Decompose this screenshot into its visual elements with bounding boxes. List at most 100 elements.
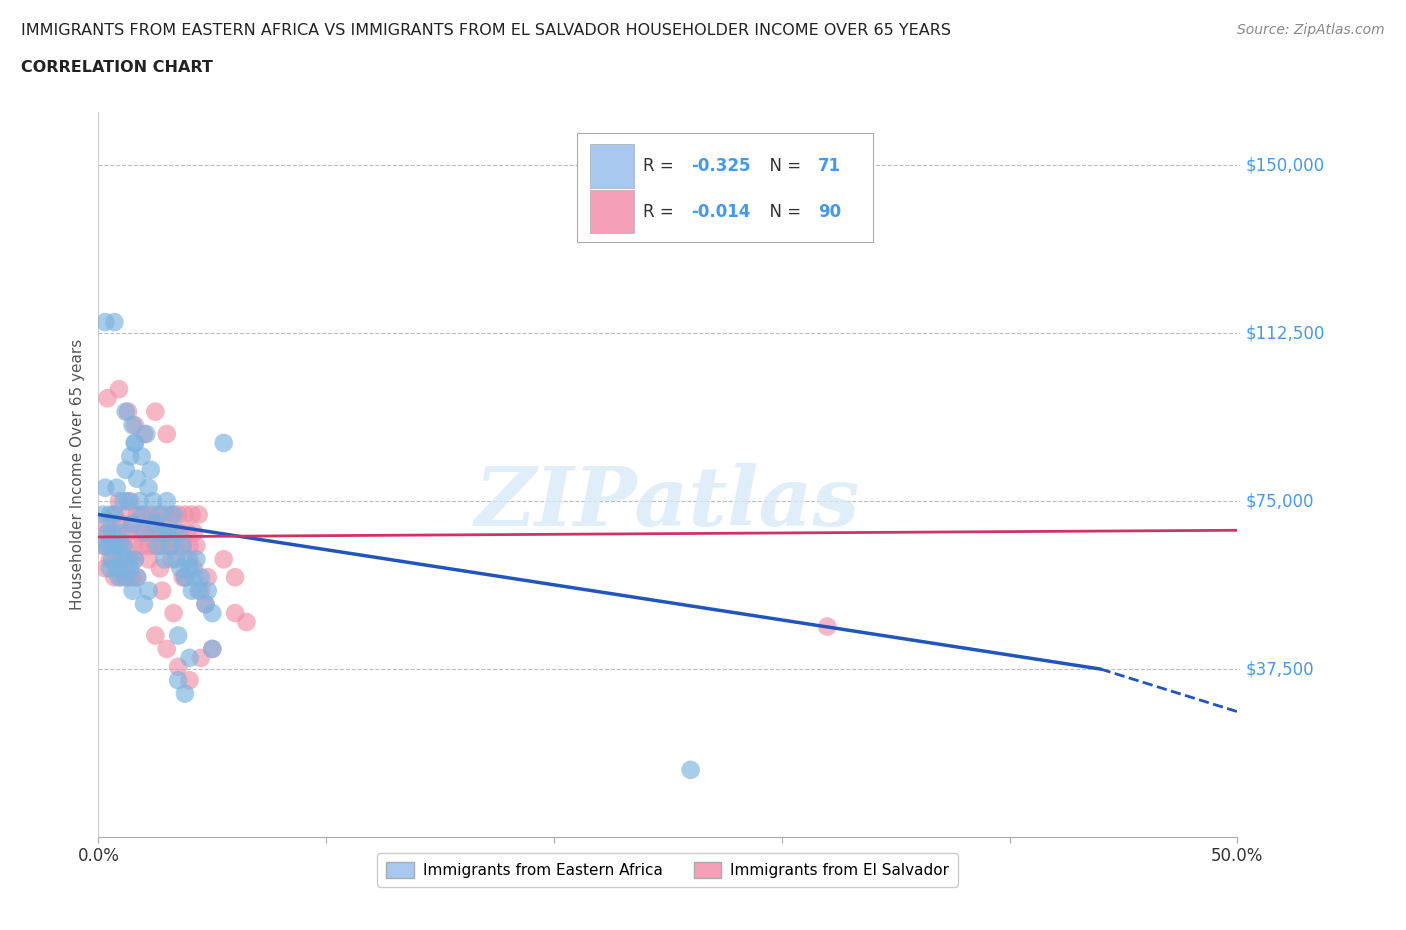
Point — [157, 525, 180, 540]
Point — [156, 525, 179, 540]
Point — [142, 494, 165, 509]
FancyBboxPatch shape — [591, 190, 634, 233]
Point — [815, 619, 838, 634]
Point — [150, 525, 173, 540]
Point — [124, 551, 146, 566]
Point — [117, 405, 139, 419]
Point — [174, 570, 197, 585]
Point — [183, 570, 205, 585]
Point — [183, 525, 205, 540]
Point — [132, 427, 155, 442]
Text: R =: R = — [643, 203, 679, 220]
Text: $112,500: $112,500 — [1246, 325, 1324, 342]
Point — [156, 494, 179, 509]
Point — [167, 507, 190, 522]
Point — [121, 516, 143, 531]
Point — [162, 507, 184, 522]
Point — [94, 516, 117, 531]
Point — [105, 551, 128, 566]
Point — [150, 538, 173, 553]
Point — [138, 551, 160, 566]
Text: N =: N = — [759, 157, 806, 175]
Point — [103, 507, 125, 522]
Point — [176, 525, 198, 540]
Point — [172, 538, 194, 553]
Text: CORRELATION CHART: CORRELATION CHART — [21, 60, 212, 75]
Legend: Immigrants from Eastern Africa, Immigrants from El Salvador: Immigrants from Eastern Africa, Immigran… — [377, 853, 959, 887]
Point — [110, 551, 132, 566]
Point — [156, 642, 179, 657]
Point — [112, 551, 135, 566]
Point — [121, 570, 143, 585]
Text: N =: N = — [759, 203, 806, 220]
Point — [98, 538, 121, 553]
Text: 71: 71 — [818, 157, 841, 175]
Point — [132, 507, 155, 522]
Text: -0.325: -0.325 — [690, 157, 751, 175]
Point — [127, 570, 149, 585]
FancyBboxPatch shape — [576, 133, 873, 242]
Point — [101, 551, 124, 566]
Point — [96, 525, 118, 540]
Text: -0.014: -0.014 — [690, 203, 749, 220]
Point — [105, 561, 128, 576]
Point — [114, 507, 136, 522]
Point — [128, 525, 150, 540]
Point — [139, 507, 162, 522]
Point — [98, 561, 121, 576]
Point — [162, 605, 184, 620]
Point — [124, 435, 146, 450]
Point — [132, 525, 155, 540]
Point — [160, 551, 183, 566]
Point — [150, 583, 173, 598]
Point — [172, 538, 194, 553]
Point — [114, 570, 136, 585]
Point — [124, 418, 146, 432]
Point — [108, 538, 131, 553]
Point — [124, 435, 146, 450]
Point — [112, 494, 135, 509]
Point — [190, 570, 212, 585]
Point — [117, 570, 139, 585]
Point — [153, 507, 176, 522]
Point — [197, 570, 219, 585]
Text: IMMIGRANTS FROM EASTERN AFRICA VS IMMIGRANTS FROM EL SALVADOR HOUSEHOLDER INCOME: IMMIGRANTS FROM EASTERN AFRICA VS IMMIGR… — [21, 23, 950, 38]
Point — [224, 605, 246, 620]
Point — [120, 551, 142, 566]
Point — [169, 525, 191, 540]
Point — [157, 538, 180, 553]
Text: $150,000: $150,000 — [1246, 156, 1324, 174]
Point — [179, 650, 201, 665]
Point — [114, 462, 136, 477]
Text: R =: R = — [643, 157, 679, 175]
Point — [194, 597, 217, 612]
Point — [194, 597, 217, 612]
Point — [108, 494, 131, 509]
Point — [124, 538, 146, 553]
Point — [165, 538, 187, 553]
Point — [121, 583, 143, 598]
Point — [186, 551, 208, 566]
Point — [201, 642, 224, 657]
Point — [91, 507, 114, 522]
Point — [149, 525, 172, 540]
Point — [96, 391, 118, 405]
Point — [135, 525, 157, 540]
Point — [165, 551, 187, 566]
Point — [149, 561, 172, 576]
Point — [149, 507, 172, 522]
Point — [180, 583, 202, 598]
Point — [103, 314, 125, 329]
Point — [142, 525, 165, 540]
Point — [190, 650, 212, 665]
Point — [167, 672, 190, 687]
Point — [94, 314, 117, 329]
Point — [183, 561, 205, 576]
Text: Source: ZipAtlas.com: Source: ZipAtlas.com — [1237, 23, 1385, 37]
Point — [180, 507, 202, 522]
Point — [156, 427, 179, 442]
Point — [190, 583, 212, 598]
Point — [201, 605, 224, 620]
Point — [132, 597, 155, 612]
Point — [117, 494, 139, 509]
